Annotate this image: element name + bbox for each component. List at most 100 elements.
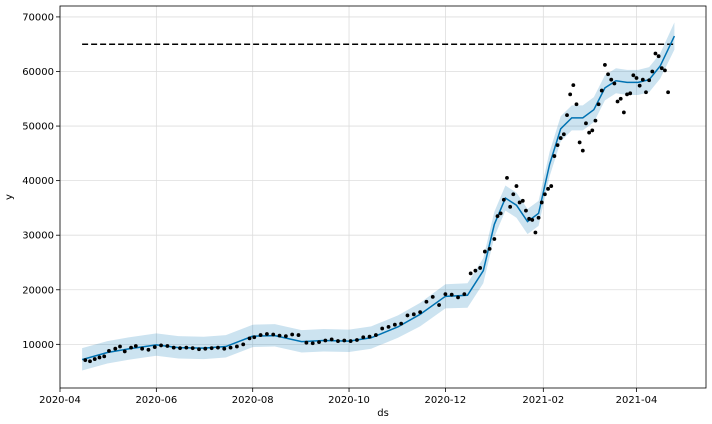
observed-point (542, 192, 547, 197)
observed-point (247, 336, 252, 341)
x-tick-label: 2021-04 (616, 395, 658, 406)
observed-point (580, 148, 585, 153)
observed-point (367, 334, 372, 339)
observed-point (165, 344, 170, 348)
observed-point (418, 310, 423, 315)
observed-point (373, 333, 378, 337)
observed-point (102, 354, 107, 359)
observed-point (159, 343, 163, 348)
y-tick-label: 20000 (22, 285, 54, 296)
observed-point (587, 130, 592, 135)
observed-point (478, 266, 483, 270)
observed-point (152, 345, 157, 349)
observed-point (178, 346, 182, 351)
y-tick-label: 40000 (22, 176, 54, 187)
observed-point (517, 200, 522, 205)
y-tick-label: 30000 (22, 231, 54, 242)
observed-point (546, 186, 550, 191)
x-axis-label: ds (377, 408, 389, 419)
observed-point (296, 333, 301, 337)
observed-point (317, 340, 321, 345)
y-axis-label: y (4, 194, 15, 200)
observed-point (524, 208, 528, 213)
x-tick-label: 2020-08 (232, 395, 274, 406)
observed-point (310, 341, 315, 346)
x-tick-label: 2020-12 (424, 395, 466, 406)
observed-point (505, 176, 509, 180)
observed-point (197, 347, 201, 352)
observed-point (342, 338, 347, 343)
observed-point (549, 184, 554, 188)
observed-point (571, 83, 576, 88)
observed-point (565, 113, 569, 118)
observed-point (561, 132, 566, 137)
observed-point (329, 337, 334, 342)
observed-point (216, 345, 220, 350)
observed-point (92, 357, 97, 361)
uncertainty-band (82, 22, 675, 371)
observed-point (612, 81, 617, 86)
observed-point (511, 192, 516, 197)
observed-point (628, 91, 633, 96)
observed-point (290, 332, 295, 337)
observed-point (133, 344, 138, 348)
observed-point (501, 197, 506, 202)
observed-point (527, 216, 532, 221)
observed-point (593, 118, 598, 123)
observed-point (107, 348, 111, 353)
observed-point (663, 68, 667, 73)
observed-point (590, 128, 595, 133)
observed-point (129, 345, 133, 350)
observed-point (386, 324, 391, 329)
observed-point (171, 345, 176, 350)
plot-frame (59, 5, 707, 389)
observed-point (644, 90, 648, 95)
observed-point (603, 63, 607, 67)
x-axis-ticks: 2020-04 2020-06 2020-08 2020-10 2020-12 2021-… (39, 388, 657, 406)
observed-point (653, 51, 658, 56)
observed-point (348, 339, 353, 343)
observed-point (574, 102, 579, 107)
y-tick-label: 60000 (22, 67, 54, 78)
y-axis-ticks: 10000 20000 30000 40000 50000 60000 70000 (22, 12, 60, 351)
observed-point (190, 346, 195, 351)
x-tick-label: 2020-10 (328, 395, 370, 406)
observed-point (656, 54, 661, 59)
observed-point (304, 340, 309, 345)
observed-point (637, 83, 642, 88)
observed-point (552, 154, 557, 158)
observed-point (634, 76, 639, 80)
observed-point (355, 338, 359, 342)
observed-point (97, 355, 102, 360)
observed-point (83, 358, 88, 363)
observed-point (449, 292, 454, 297)
observed-point (487, 246, 492, 251)
observed-point (631, 73, 636, 78)
observed-point (361, 335, 366, 340)
observed-point (399, 321, 404, 326)
observed-point (468, 271, 473, 276)
observed-point (118, 344, 122, 349)
observed-point (234, 344, 239, 349)
observed-point (520, 198, 525, 203)
x-tick-label: 2020-06 (135, 395, 177, 406)
observed-point (88, 359, 92, 364)
uncertainty-band-area (82, 22, 675, 371)
observed-point (666, 90, 670, 95)
observed-point (405, 313, 410, 318)
observed-point (380, 326, 385, 331)
observed-point (113, 346, 118, 351)
observed-point (621, 110, 626, 115)
observed-point (514, 184, 519, 188)
observed-point (473, 268, 478, 273)
observed-point (640, 77, 645, 82)
observed-point (539, 200, 544, 205)
observed-point (209, 346, 214, 351)
observed-point (265, 332, 269, 336)
observed-point (596, 102, 601, 107)
observed-point (271, 332, 276, 337)
observed-point (140, 346, 145, 351)
observed-point (424, 299, 429, 304)
